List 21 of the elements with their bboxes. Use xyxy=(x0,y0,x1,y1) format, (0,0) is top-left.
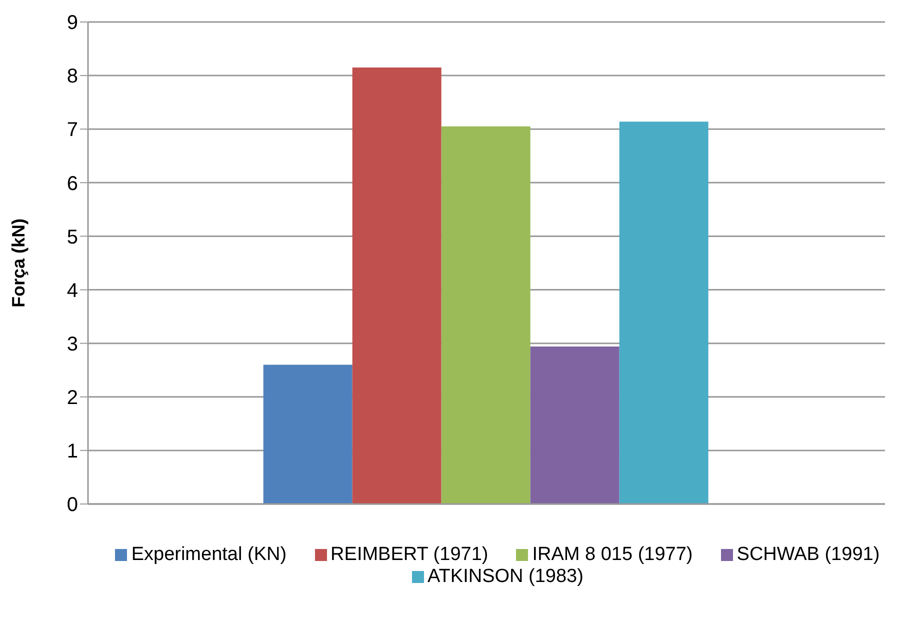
bar xyxy=(441,126,530,504)
legend-label: IRAM 8 015 (1977) xyxy=(532,544,693,565)
legend-label: ATKINSON (1983) xyxy=(428,566,584,587)
y-tick-label: 0 xyxy=(66,494,78,516)
bar xyxy=(263,364,352,504)
bar xyxy=(352,68,442,504)
y-tick-label: 7 xyxy=(66,119,78,142)
bar xyxy=(619,122,708,504)
y-tick-label: 6 xyxy=(66,172,78,195)
y-tick-label: 2 xyxy=(66,386,78,409)
legend-label: REIMBERT (1971) xyxy=(330,544,488,565)
legend-label: Experimental (KN) xyxy=(131,544,287,565)
legend-label: SCHWAB (1991) xyxy=(736,544,880,565)
y-tick-label: 9 xyxy=(66,12,78,34)
y-axis-title: Força (kN) xyxy=(8,218,28,308)
y-tick-label: 1 xyxy=(66,440,78,463)
y-tick-label: 3 xyxy=(66,333,78,356)
bar xyxy=(530,346,620,504)
y-tick-label: 4 xyxy=(66,280,78,302)
y-tick-label: 5 xyxy=(66,226,78,248)
y-tick-label: 8 xyxy=(66,66,78,88)
